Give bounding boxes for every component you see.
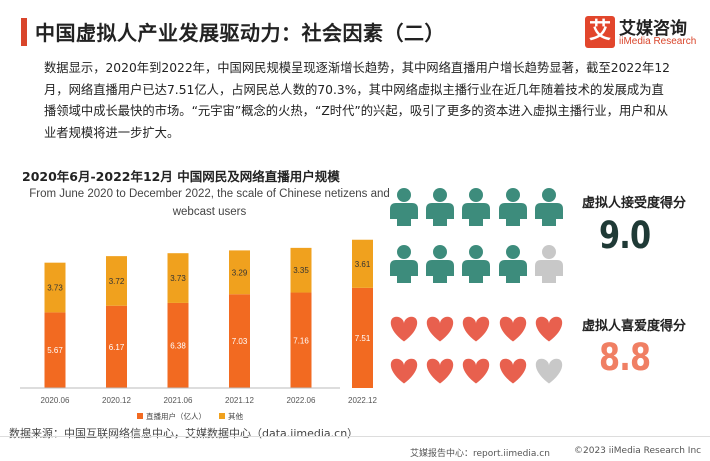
data-source: 数据来源：中国互联网络信息中心，艾媒数据中心（data.iimedia.cn） bbox=[9, 427, 359, 440]
title-accent-bar bbox=[21, 18, 27, 46]
brand-name-en: iiMedia Research bbox=[619, 36, 697, 47]
bar-segment-other bbox=[106, 256, 127, 306]
copyright: ©2023 iiMedia Research Inc bbox=[574, 446, 702, 456]
bar-value-label: 3.61 bbox=[355, 260, 371, 269]
footer-divider bbox=[0, 436, 710, 437]
person-icon bbox=[535, 245, 563, 283]
person-icon bbox=[499, 245, 527, 283]
bar-value-label: 3.73 bbox=[47, 284, 63, 293]
bar-segment-other bbox=[44, 262, 66, 313]
bar-value-label: 7.16 bbox=[293, 336, 309, 345]
bar-value-label: 3.29 bbox=[232, 268, 248, 277]
person-icon bbox=[535, 188, 563, 226]
x-tick-label: 2022.06 bbox=[287, 396, 316, 405]
bar-value-label: 3.72 bbox=[109, 277, 125, 286]
heart-icon bbox=[426, 358, 454, 384]
bar-segment-live bbox=[352, 287, 373, 388]
bar-segment-other bbox=[290, 247, 312, 293]
heart-icon bbox=[535, 316, 563, 342]
person-icon bbox=[390, 245, 418, 283]
bar-value-label: 5.67 bbox=[47, 346, 63, 355]
bar-value-label: 7.51 bbox=[355, 334, 371, 343]
person-icon bbox=[426, 245, 454, 283]
heart-icon bbox=[390, 358, 418, 384]
heart-icon bbox=[462, 358, 490, 384]
heart-icon bbox=[426, 316, 454, 342]
bar-value-label: 7.03 bbox=[232, 337, 248, 346]
x-tick-label: 2022.12 bbox=[348, 396, 377, 405]
heart-icon bbox=[499, 316, 527, 342]
legend-label: 其他 bbox=[228, 411, 243, 421]
person-icon bbox=[462, 188, 490, 226]
bar-value-label: 3.35 bbox=[293, 266, 309, 275]
bar-value-label: 3.73 bbox=[170, 274, 186, 283]
bar-segment-other bbox=[229, 250, 250, 295]
x-tick-label: 2020.06 bbox=[41, 396, 70, 405]
bar-segment-live bbox=[229, 294, 250, 388]
brand-logo-icon: 艾 bbox=[585, 16, 615, 48]
x-tick-label: 2020.12 bbox=[102, 396, 131, 405]
bar-segment-live bbox=[290, 292, 312, 388]
acceptance-score-label: 虚拟人接受度得分 bbox=[582, 196, 687, 211]
person-icon bbox=[499, 188, 527, 226]
bar-value-label: 6.38 bbox=[170, 341, 186, 350]
likeability-score-label: 虚拟人喜爱度得分 bbox=[582, 319, 687, 334]
legend-swatch bbox=[219, 413, 225, 419]
chart-subtitle: From June 2020 to December 2022, the sca… bbox=[29, 188, 390, 218]
x-tick-label: 2021.06 bbox=[164, 396, 193, 405]
likeability-score-value: 8.8 bbox=[599, 336, 651, 379]
bar-segment-live bbox=[167, 302, 189, 388]
bar-segment-other bbox=[352, 239, 373, 288]
heart-icon bbox=[535, 358, 563, 384]
person-icon bbox=[462, 245, 490, 283]
intro-paragraph: 数据显示，2020年到2022年，中国网民规模呈现逐渐增长趋势，其中网络直播用户… bbox=[44, 61, 671, 140]
x-tick-label: 2021.12 bbox=[225, 396, 254, 405]
person-icon bbox=[426, 188, 454, 226]
person-icon bbox=[390, 188, 418, 226]
page-title: 中国虚拟人产业发展驱动力：社会因素（二） bbox=[35, 21, 445, 45]
brand-name: 艾媒咨询 bbox=[619, 19, 687, 39]
heart-icon bbox=[462, 316, 490, 342]
bar-segment-other bbox=[167, 253, 189, 303]
heart-icon bbox=[499, 358, 527, 384]
acceptance-score-value: 9.0 bbox=[599, 214, 651, 257]
bar-segment-live bbox=[44, 312, 66, 388]
legend-label: 直播用户（亿人） bbox=[146, 411, 206, 421]
chart-title: 2020年6月-2022年12月 中国网民及网络直播用户规模 bbox=[22, 169, 340, 184]
bar-value-label: 6.17 bbox=[109, 343, 125, 352]
heart-icon bbox=[390, 316, 418, 342]
legend-swatch bbox=[137, 413, 143, 419]
bar-segment-live bbox=[106, 305, 127, 388]
report-center-link[interactable]: 艾媒报告中心：report.iimedia.cn bbox=[410, 449, 550, 459]
